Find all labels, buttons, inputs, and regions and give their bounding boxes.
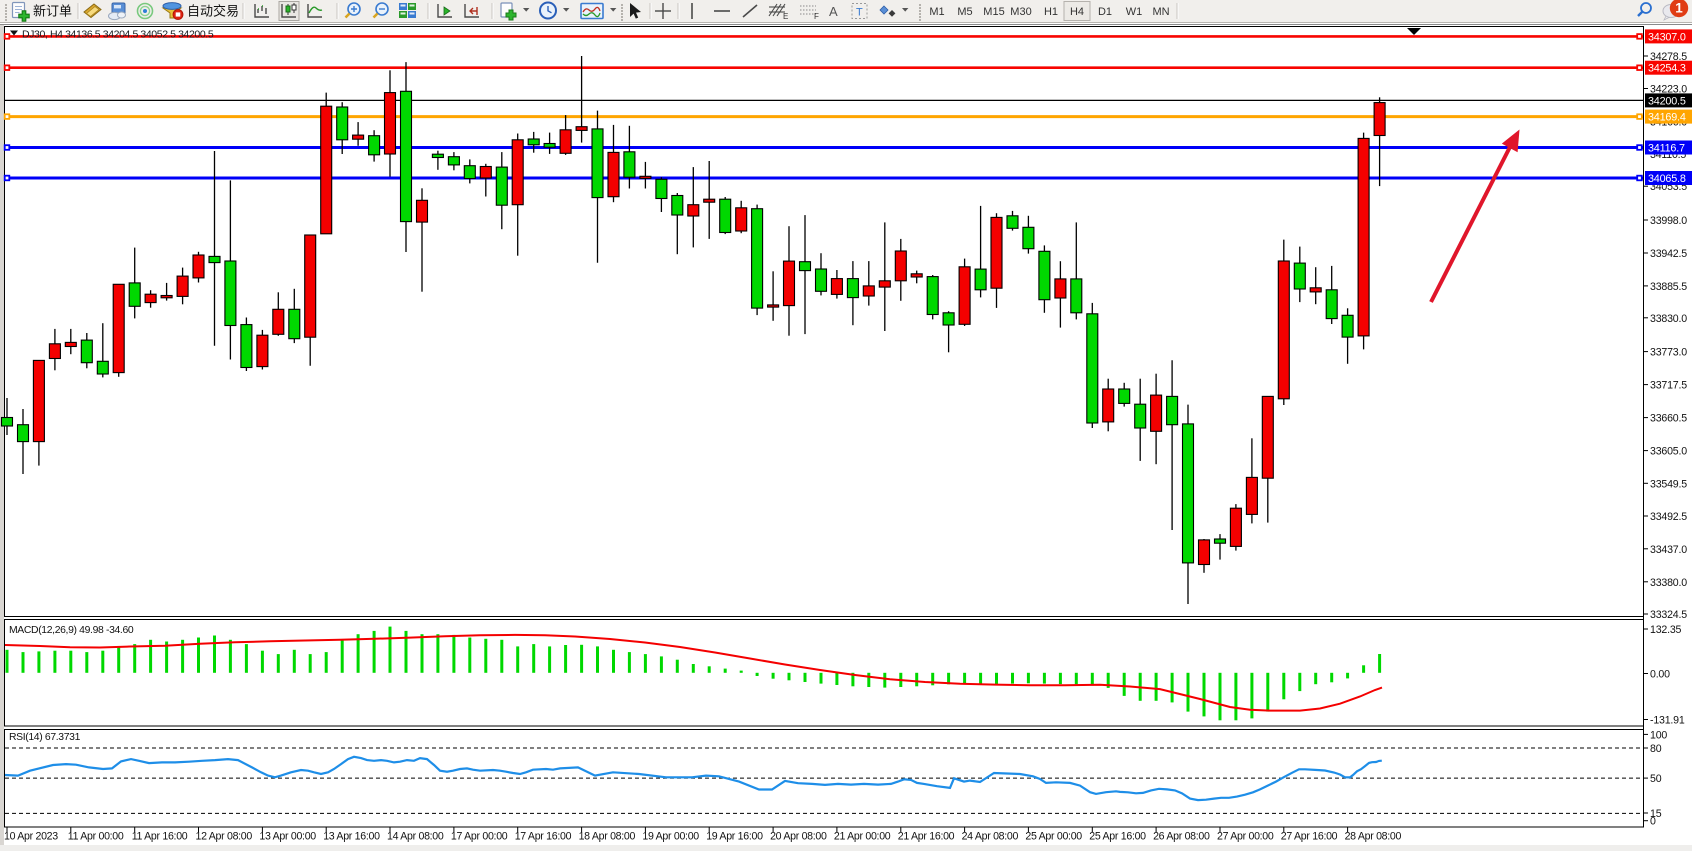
svg-text:19 Apr 16:00: 19 Apr 16:00: [706, 831, 763, 843]
svg-text:17 Apr 00:00: 17 Apr 00:00: [451, 831, 508, 843]
svg-text:15: 15: [1650, 808, 1662, 820]
svg-text:14 Apr 08:00: 14 Apr 08:00: [387, 831, 444, 843]
svg-text:50: 50: [1650, 773, 1662, 785]
svg-text:34116.7: 34116.7: [1648, 143, 1685, 155]
svg-text:RSI(14) 67.3731: RSI(14) 67.3731: [9, 732, 81, 743]
svg-text:MACD(12,26,9) 49.98 -34.60: MACD(12,26,9) 49.98 -34.60: [9, 625, 134, 636]
svg-text:H1: H1: [1044, 6, 1058, 18]
svg-text:34307.0: 34307.0: [1648, 31, 1686, 43]
svg-text:34278.5: 34278.5: [1650, 51, 1687, 63]
svg-text:13 Apr 16:00: 13 Apr 16:00: [323, 831, 380, 843]
svg-text:33717.5: 33717.5: [1650, 380, 1687, 392]
svg-text:0.00: 0.00: [1650, 669, 1670, 681]
svg-text:13 Apr 00:00: 13 Apr 00:00: [259, 831, 316, 843]
svg-text:11 Apr 00:00: 11 Apr 00:00: [68, 831, 124, 843]
svg-text:M15: M15: [983, 6, 1004, 18]
svg-text:T: T: [856, 7, 863, 19]
svg-text:自动交易: 自动交易: [187, 4, 239, 19]
svg-text:33660.5: 33660.5: [1650, 413, 1687, 425]
svg-text:33492.5: 33492.5: [1650, 511, 1687, 523]
svg-text:34200.5: 34200.5: [1648, 95, 1686, 107]
svg-text:33942.5: 33942.5: [1650, 248, 1687, 260]
svg-text:27 Apr 16:00: 27 Apr 16:00: [1281, 831, 1338, 843]
svg-text:11 Apr 16:00: 11 Apr 16:00: [132, 831, 188, 843]
svg-text:80: 80: [1650, 743, 1662, 755]
svg-text:20 Apr 08:00: 20 Apr 08:00: [770, 831, 827, 843]
svg-text:33549.5: 33549.5: [1650, 478, 1687, 490]
svg-text:33324.5: 33324.5: [1650, 609, 1687, 621]
svg-text:21 Apr 16:00: 21 Apr 16:00: [898, 831, 955, 843]
svg-text:0: 0: [1650, 816, 1656, 828]
svg-text:H4: H4: [1070, 6, 1084, 18]
svg-text:1: 1: [1675, 1, 1683, 16]
svg-text:33605.0: 33605.0: [1650, 446, 1687, 458]
svg-text:E: E: [783, 12, 788, 21]
svg-text:18 Apr 08:00: 18 Apr 08:00: [579, 831, 636, 843]
svg-text:MN: MN: [1152, 6, 1169, 18]
svg-text:33437.0: 33437.0: [1650, 544, 1687, 556]
svg-text:33380.0: 33380.0: [1650, 577, 1687, 589]
svg-text:34169.4: 34169.4: [1648, 112, 1686, 124]
svg-text:D1: D1: [1098, 6, 1112, 18]
svg-text:W1: W1: [1126, 6, 1143, 18]
svg-text:27 Apr 00:00: 27 Apr 00:00: [1217, 831, 1274, 843]
svg-text:17 Apr 16:00: 17 Apr 16:00: [515, 831, 572, 843]
svg-text:M1: M1: [929, 6, 944, 18]
svg-text:33885.5: 33885.5: [1650, 281, 1687, 293]
svg-text:34254.3: 34254.3: [1648, 63, 1686, 75]
svg-text:33773.0: 33773.0: [1650, 347, 1687, 359]
svg-text:28 Apr 08:00: 28 Apr 08:00: [1345, 831, 1402, 843]
svg-text:12 Apr 08:00: 12 Apr 08:00: [196, 831, 253, 843]
svg-text:19 Apr 00:00: 19 Apr 00:00: [642, 831, 699, 843]
svg-text:-131.91: -131.91: [1650, 715, 1685, 727]
svg-text:F: F: [814, 12, 819, 21]
svg-text:33830.0: 33830.0: [1650, 313, 1687, 325]
svg-text:34065.8: 34065.8: [1648, 173, 1686, 185]
svg-text:100: 100: [1650, 729, 1667, 741]
svg-text:M5: M5: [957, 6, 972, 18]
svg-text:132.35: 132.35: [1650, 624, 1682, 636]
svg-text:新订单: 新订单: [33, 4, 72, 19]
svg-text:A: A: [829, 4, 838, 19]
svg-text:33998.0: 33998.0: [1650, 215, 1687, 227]
svg-text:25 Apr 16:00: 25 Apr 16:00: [1089, 831, 1146, 843]
svg-text:25 Apr 00:00: 25 Apr 00:00: [1025, 831, 1082, 843]
svg-text:M30: M30: [1010, 6, 1031, 18]
svg-text:DJ30, H4 34136.5 34204.5 3405: DJ30, H4 34136.5 34204.5 34052.5 34200.5: [22, 29, 214, 41]
svg-text:26 Apr 08:00: 26 Apr 08:00: [1153, 831, 1210, 843]
svg-text:21 Apr 00:00: 21 Apr 00:00: [834, 831, 891, 843]
svg-text:24 Apr 08:00: 24 Apr 08:00: [962, 831, 1019, 843]
svg-text:34223.0: 34223.0: [1650, 84, 1687, 96]
svg-text:10 Apr 2023: 10 Apr 2023: [4, 831, 58, 843]
